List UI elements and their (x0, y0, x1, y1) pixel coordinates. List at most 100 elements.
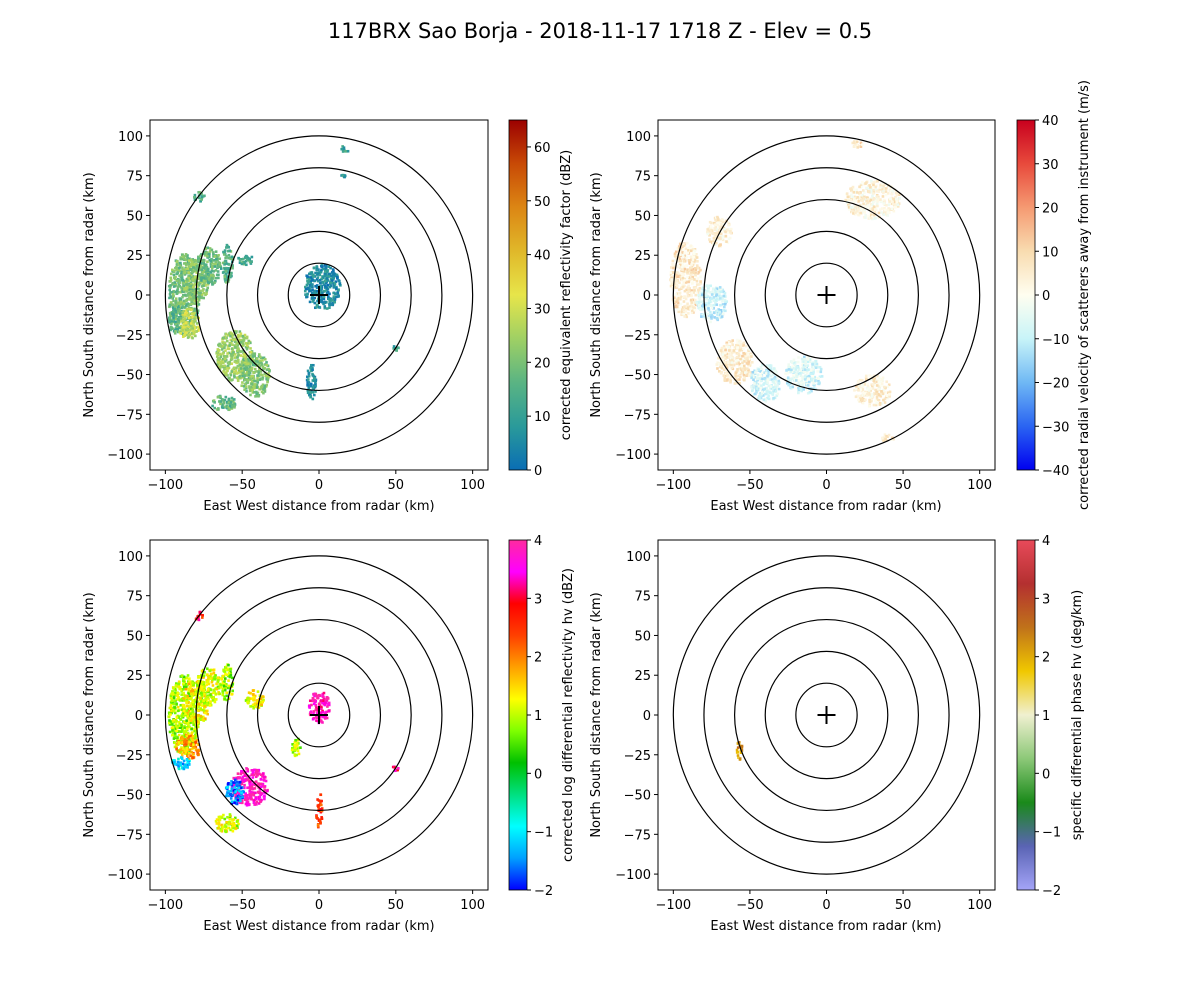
echo-pixel (802, 355, 806, 359)
echo-pixel (245, 389, 248, 393)
echo-pixel (676, 298, 679, 301)
echo-pixel (331, 268, 335, 271)
echo-pixel (169, 295, 173, 299)
echo-pixel (697, 303, 701, 307)
echo-pixel (190, 695, 193, 699)
echo-pixel (218, 366, 222, 369)
echo-pixel (673, 286, 677, 290)
echo-pixel (877, 190, 881, 193)
echo-pixel (311, 366, 314, 370)
echo-pixel (886, 396, 890, 400)
echo-pixel (307, 278, 311, 281)
echo-pixel (736, 341, 739, 344)
echo-pixel (680, 283, 684, 287)
echo-pixel (898, 196, 901, 200)
echo-pixel (689, 273, 693, 277)
echo-pixel (183, 742, 187, 745)
echo-pixel (342, 146, 346, 149)
echo-pixel (671, 259, 675, 263)
echo-pixel (260, 385, 264, 388)
echo-region (303, 263, 342, 310)
echo-pixel (193, 302, 197, 305)
echo-pixel (880, 199, 883, 203)
echo-pixel (172, 306, 175, 310)
echo-pixel (776, 387, 780, 391)
echo-pixel (208, 258, 212, 262)
echo-pixel (323, 289, 326, 293)
echo-pixel (750, 355, 753, 358)
echo-pixel (809, 372, 812, 376)
echo-pixel (771, 387, 775, 391)
echo-pixel (853, 195, 856, 199)
echo-pixel (885, 380, 889, 384)
echo-pixel (886, 192, 890, 195)
echo-pixel (878, 376, 881, 380)
echo-pixel (191, 739, 195, 742)
echo-pixel (326, 277, 329, 280)
echo-pixel (248, 260, 252, 264)
echo-pixel (863, 191, 866, 194)
echo-pixel (221, 352, 225, 355)
echo-pixel (202, 682, 205, 686)
echo-pixel (719, 290, 723, 294)
echo-pixel (897, 202, 901, 205)
echo-region (167, 303, 183, 335)
echo-pixel (200, 268, 203, 272)
echo-pixel (187, 271, 190, 274)
echo-pixel (814, 359, 818, 363)
echo-pixel (188, 680, 191, 684)
echo-pixel (188, 307, 191, 311)
echo-pixel (883, 198, 886, 202)
echo-pixel (862, 197, 866, 200)
echo-pixel (181, 737, 184, 740)
echo-pixel (247, 257, 251, 260)
echo-pixel (716, 367, 719, 370)
echo-pixel (314, 379, 318, 383)
x-axis-label: East West distance from radar (km) (710, 499, 941, 514)
echo-pixel (323, 272, 327, 275)
echo-pixel (171, 282, 175, 285)
echo-pixel (805, 368, 809, 372)
echo-pixel (194, 268, 197, 271)
echo-pixel (217, 254, 220, 257)
echo-pixel (725, 240, 728, 243)
echo-pixel (230, 407, 234, 410)
colorbar-tick-label: 30 (534, 302, 551, 317)
echo-pixel (307, 276, 311, 279)
echo-pixel (177, 684, 181, 687)
echo-pixel (744, 354, 748, 357)
echo-pixel (750, 353, 753, 357)
echo-pixel (874, 399, 877, 403)
echo-pixel (169, 314, 172, 317)
echo-pixel (715, 303, 719, 306)
echo-pixel (250, 367, 254, 370)
echo-pixel (231, 405, 234, 408)
echo-pixel (192, 692, 196, 696)
echo-pixel (674, 283, 677, 286)
echo-pixel (766, 375, 769, 378)
echo-pixel (217, 357, 220, 361)
echo-pixel (179, 324, 183, 328)
echo-pixel (194, 745, 198, 749)
echo-pixel (227, 245, 231, 249)
echo-pixel (179, 725, 182, 729)
echo-pixel (266, 375, 269, 378)
echo-pixel (864, 398, 867, 402)
y-tick-label: 0 (135, 289, 143, 304)
echo-pixel (251, 352, 255, 356)
echo-pixel (712, 296, 716, 299)
echo-pixel (171, 292, 175, 296)
echo-pixel (730, 358, 734, 362)
echo-pixel (690, 294, 693, 297)
echo-pixel (691, 258, 695, 262)
echo-pixel (687, 290, 690, 293)
echo-pixel (800, 389, 804, 393)
echo-pixel (224, 343, 227, 347)
echo-pixel (749, 371, 753, 374)
echo-pixel (790, 366, 793, 370)
echo-pixel (309, 394, 313, 398)
echo-pixel (257, 394, 260, 398)
echo-pixel (228, 362, 231, 365)
echo-pixel (710, 229, 714, 232)
echo-pixel (305, 283, 309, 287)
